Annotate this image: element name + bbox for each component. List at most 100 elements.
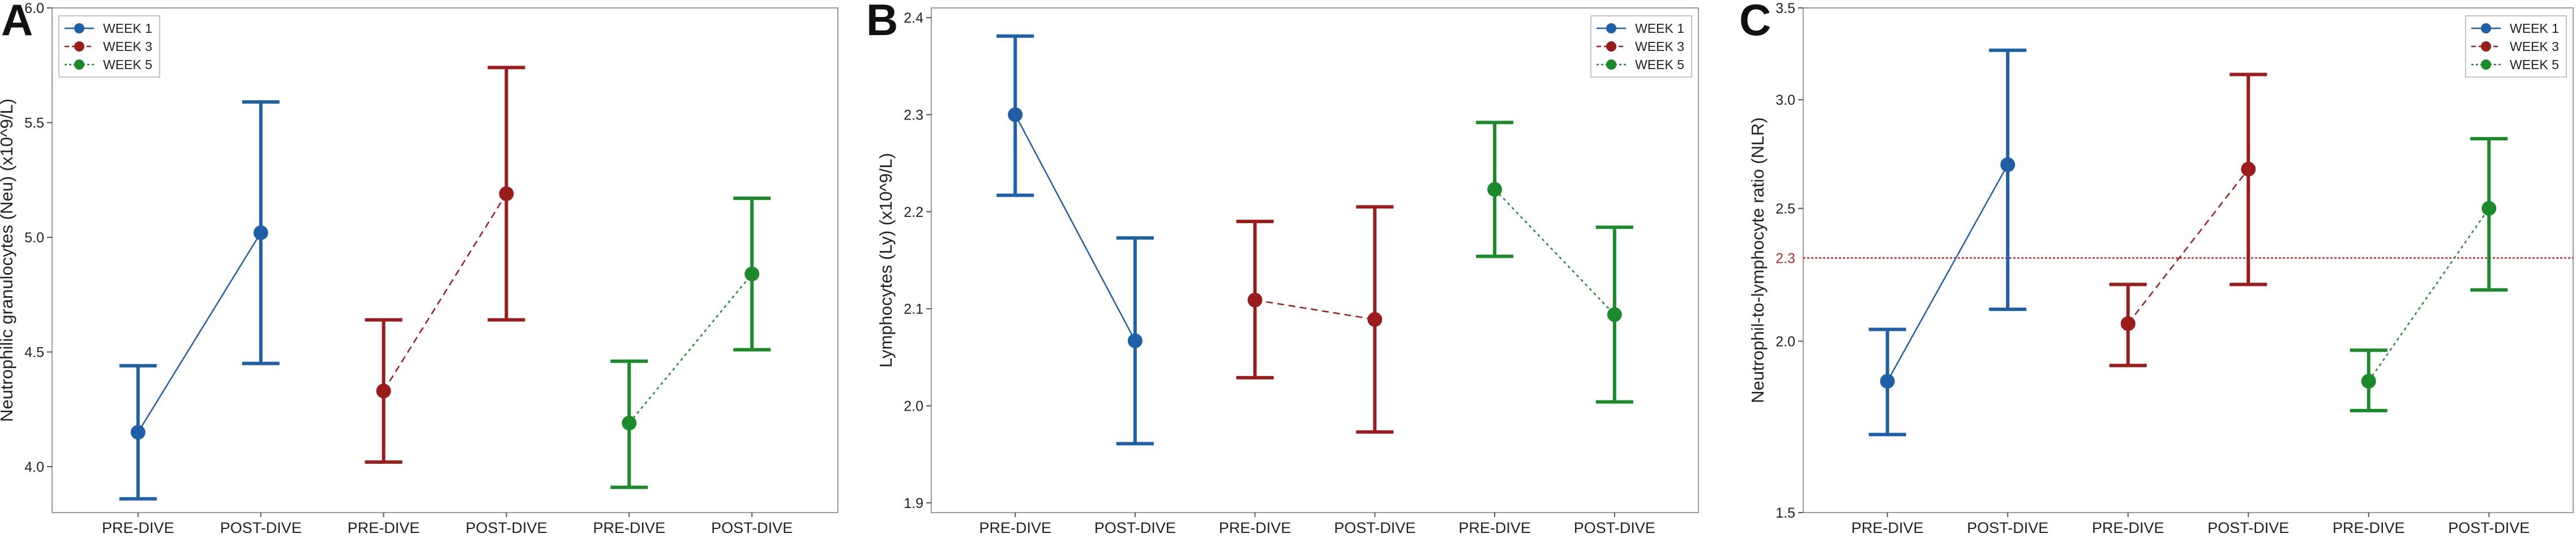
x-tick-label: POST-DIVE	[1334, 519, 1415, 536]
y-axis-label: Neutrophilic granulocytes (Neu) (x10^9/L…	[0, 99, 16, 422]
y-tick-label: 2.4	[904, 10, 923, 26]
y-tick-label: 2.3	[904, 107, 923, 123]
series-week-3	[2109, 72, 2267, 368]
mean-point	[1880, 374, 1895, 389]
connector-line	[383, 193, 507, 392]
y-tick-label: 5.5	[24, 116, 44, 131]
legend-marker	[1606, 41, 1616, 52]
y-tick-label: 6.0	[24, 1, 44, 16]
x-tick-label: PRE-DIVE	[2092, 519, 2164, 536]
mean-point	[1008, 107, 1023, 122]
legend-marker	[1606, 23, 1616, 33]
connector-line	[1015, 114, 1136, 342]
mean-point	[1247, 292, 1263, 308]
y-tick-label: 2.0	[904, 399, 923, 415]
series-week-1	[119, 100, 280, 501]
mean-point	[130, 425, 146, 440]
legend-marker	[2481, 23, 2491, 33]
x-tick-label: POST-DIVE	[1094, 519, 1176, 536]
panel-c: C 1.5 2.0 2.5 3.0 3.5 Neutrophil-to-lymphocyte…	[1739, 0, 2574, 536]
legend-marker	[1606, 59, 1616, 70]
y-tick-label: 2.1	[904, 301, 923, 317]
legend-label: WEEK 5	[1635, 57, 1684, 72]
y-axis-label: Neutrophil-to-lymphocyte ratio (NLR)	[1748, 117, 1768, 403]
y-tick-label: 2.2	[904, 204, 923, 220]
mean-point	[1367, 312, 1383, 327]
panel-b: B 1.9 2.0 2.1 2.2 2.3 2.4 Lymphocytes (Ly) (x10…	[866, 0, 1699, 536]
connector-line	[137, 232, 262, 433]
panel-label: C	[1739, 0, 1771, 45]
legend-marker	[74, 41, 84, 52]
mean-point	[2000, 157, 2016, 172]
series-week-3	[365, 66, 525, 464]
x-tick-label: POST-DIVE	[465, 519, 547, 536]
x-tick-label: POST-DIVE	[2207, 519, 2289, 536]
plot-frame	[1803, 7, 2574, 513]
series-week-5	[610, 197, 771, 489]
x-tick-label: POST-DIVE	[1967, 519, 2048, 536]
legend-label: WEEK 5	[103, 57, 152, 72]
series-week-3	[1236, 205, 1394, 434]
legend-marker	[74, 59, 84, 70]
y-tick-label: 3.0	[1775, 92, 1795, 108]
plot-frame	[931, 7, 1699, 513]
series-week-5	[1476, 121, 1633, 404]
x-tick-label: PRE-DIVE	[1851, 519, 1924, 536]
series-week-5	[2350, 136, 2508, 413]
connector-line	[1494, 189, 1615, 315]
mean-point	[2120, 316, 2136, 331]
y-tick-label: 3.5	[1775, 1, 1795, 16]
mean-point	[2361, 374, 2376, 389]
plot-frame	[52, 7, 838, 513]
panel-a: A 4.0 4.5 5.0 5.5 6.0 Neutrophilic granulocyte…	[0, 0, 838, 536]
series-week-1	[996, 34, 1154, 446]
y-tick-label: 2.5	[1775, 201, 1795, 217]
x-tick-label: PRE-DIVE	[593, 519, 666, 536]
legend: WEEK 1 WEEK 3 WEEK 5	[1590, 15, 1692, 78]
legend-label: WEEK 5	[2510, 57, 2559, 72]
mean-point	[744, 266, 760, 281]
legend-label: WEEK 3	[1635, 39, 1684, 54]
connector-line	[1886, 164, 2009, 382]
reference-line-label: 2.3	[1775, 251, 1795, 267]
legend: WEEK 1 WEEK 3 WEEK 5	[2465, 15, 2567, 78]
legend: WEEK 1 WEEK 3 WEEK 5	[58, 15, 160, 78]
legend-label: WEEK 1	[2510, 21, 2559, 36]
legend-label: WEEK 3	[103, 39, 152, 54]
legend-label: WEEK 1	[1635, 21, 1684, 36]
legend-label: WEEK 3	[2510, 39, 2559, 54]
x-tick-label: PRE-DIVE	[102, 519, 174, 536]
connector-line	[2368, 208, 2490, 382]
x-tick-label: PRE-DIVE	[1458, 519, 1531, 536]
mean-point	[376, 383, 391, 399]
mean-point	[1607, 307, 1622, 322]
legend-marker	[2481, 59, 2491, 70]
mean-point	[1127, 333, 1142, 348]
y-axis-label: Lymphocytes (Ly) (x10^9/L)	[876, 153, 896, 368]
x-tick-label: PRE-DIVE	[979, 519, 1051, 536]
y-tick-label: 1.5	[1775, 505, 1795, 521]
mean-point	[499, 186, 514, 202]
mean-point	[1487, 182, 1503, 197]
x-tick-label: POST-DIVE	[711, 519, 793, 536]
mean-point	[2481, 200, 2497, 216]
connector-line	[628, 274, 753, 424]
y-tick-label: 1.9	[904, 496, 923, 511]
y-tick-label: 4.0	[24, 459, 44, 475]
mean-point	[2241, 161, 2256, 177]
y-tick-label: 5.0	[24, 230, 44, 246]
x-tick-label: PRE-DIVE	[2333, 519, 2405, 536]
x-tick-label: POST-DIVE	[1574, 519, 1655, 536]
legend-label: WEEK 1	[103, 21, 152, 36]
mean-point	[253, 225, 268, 240]
x-tick-label: PRE-DIVE	[1219, 519, 1291, 536]
x-tick-label: POST-DIVE	[2448, 519, 2530, 536]
panel-label: B	[866, 0, 898, 45]
legend-marker	[74, 23, 84, 33]
panel-label: A	[1, 0, 33, 45]
connector-line	[2127, 168, 2249, 325]
x-tick-label: PRE-DIVE	[348, 519, 420, 536]
mean-point	[622, 416, 637, 431]
